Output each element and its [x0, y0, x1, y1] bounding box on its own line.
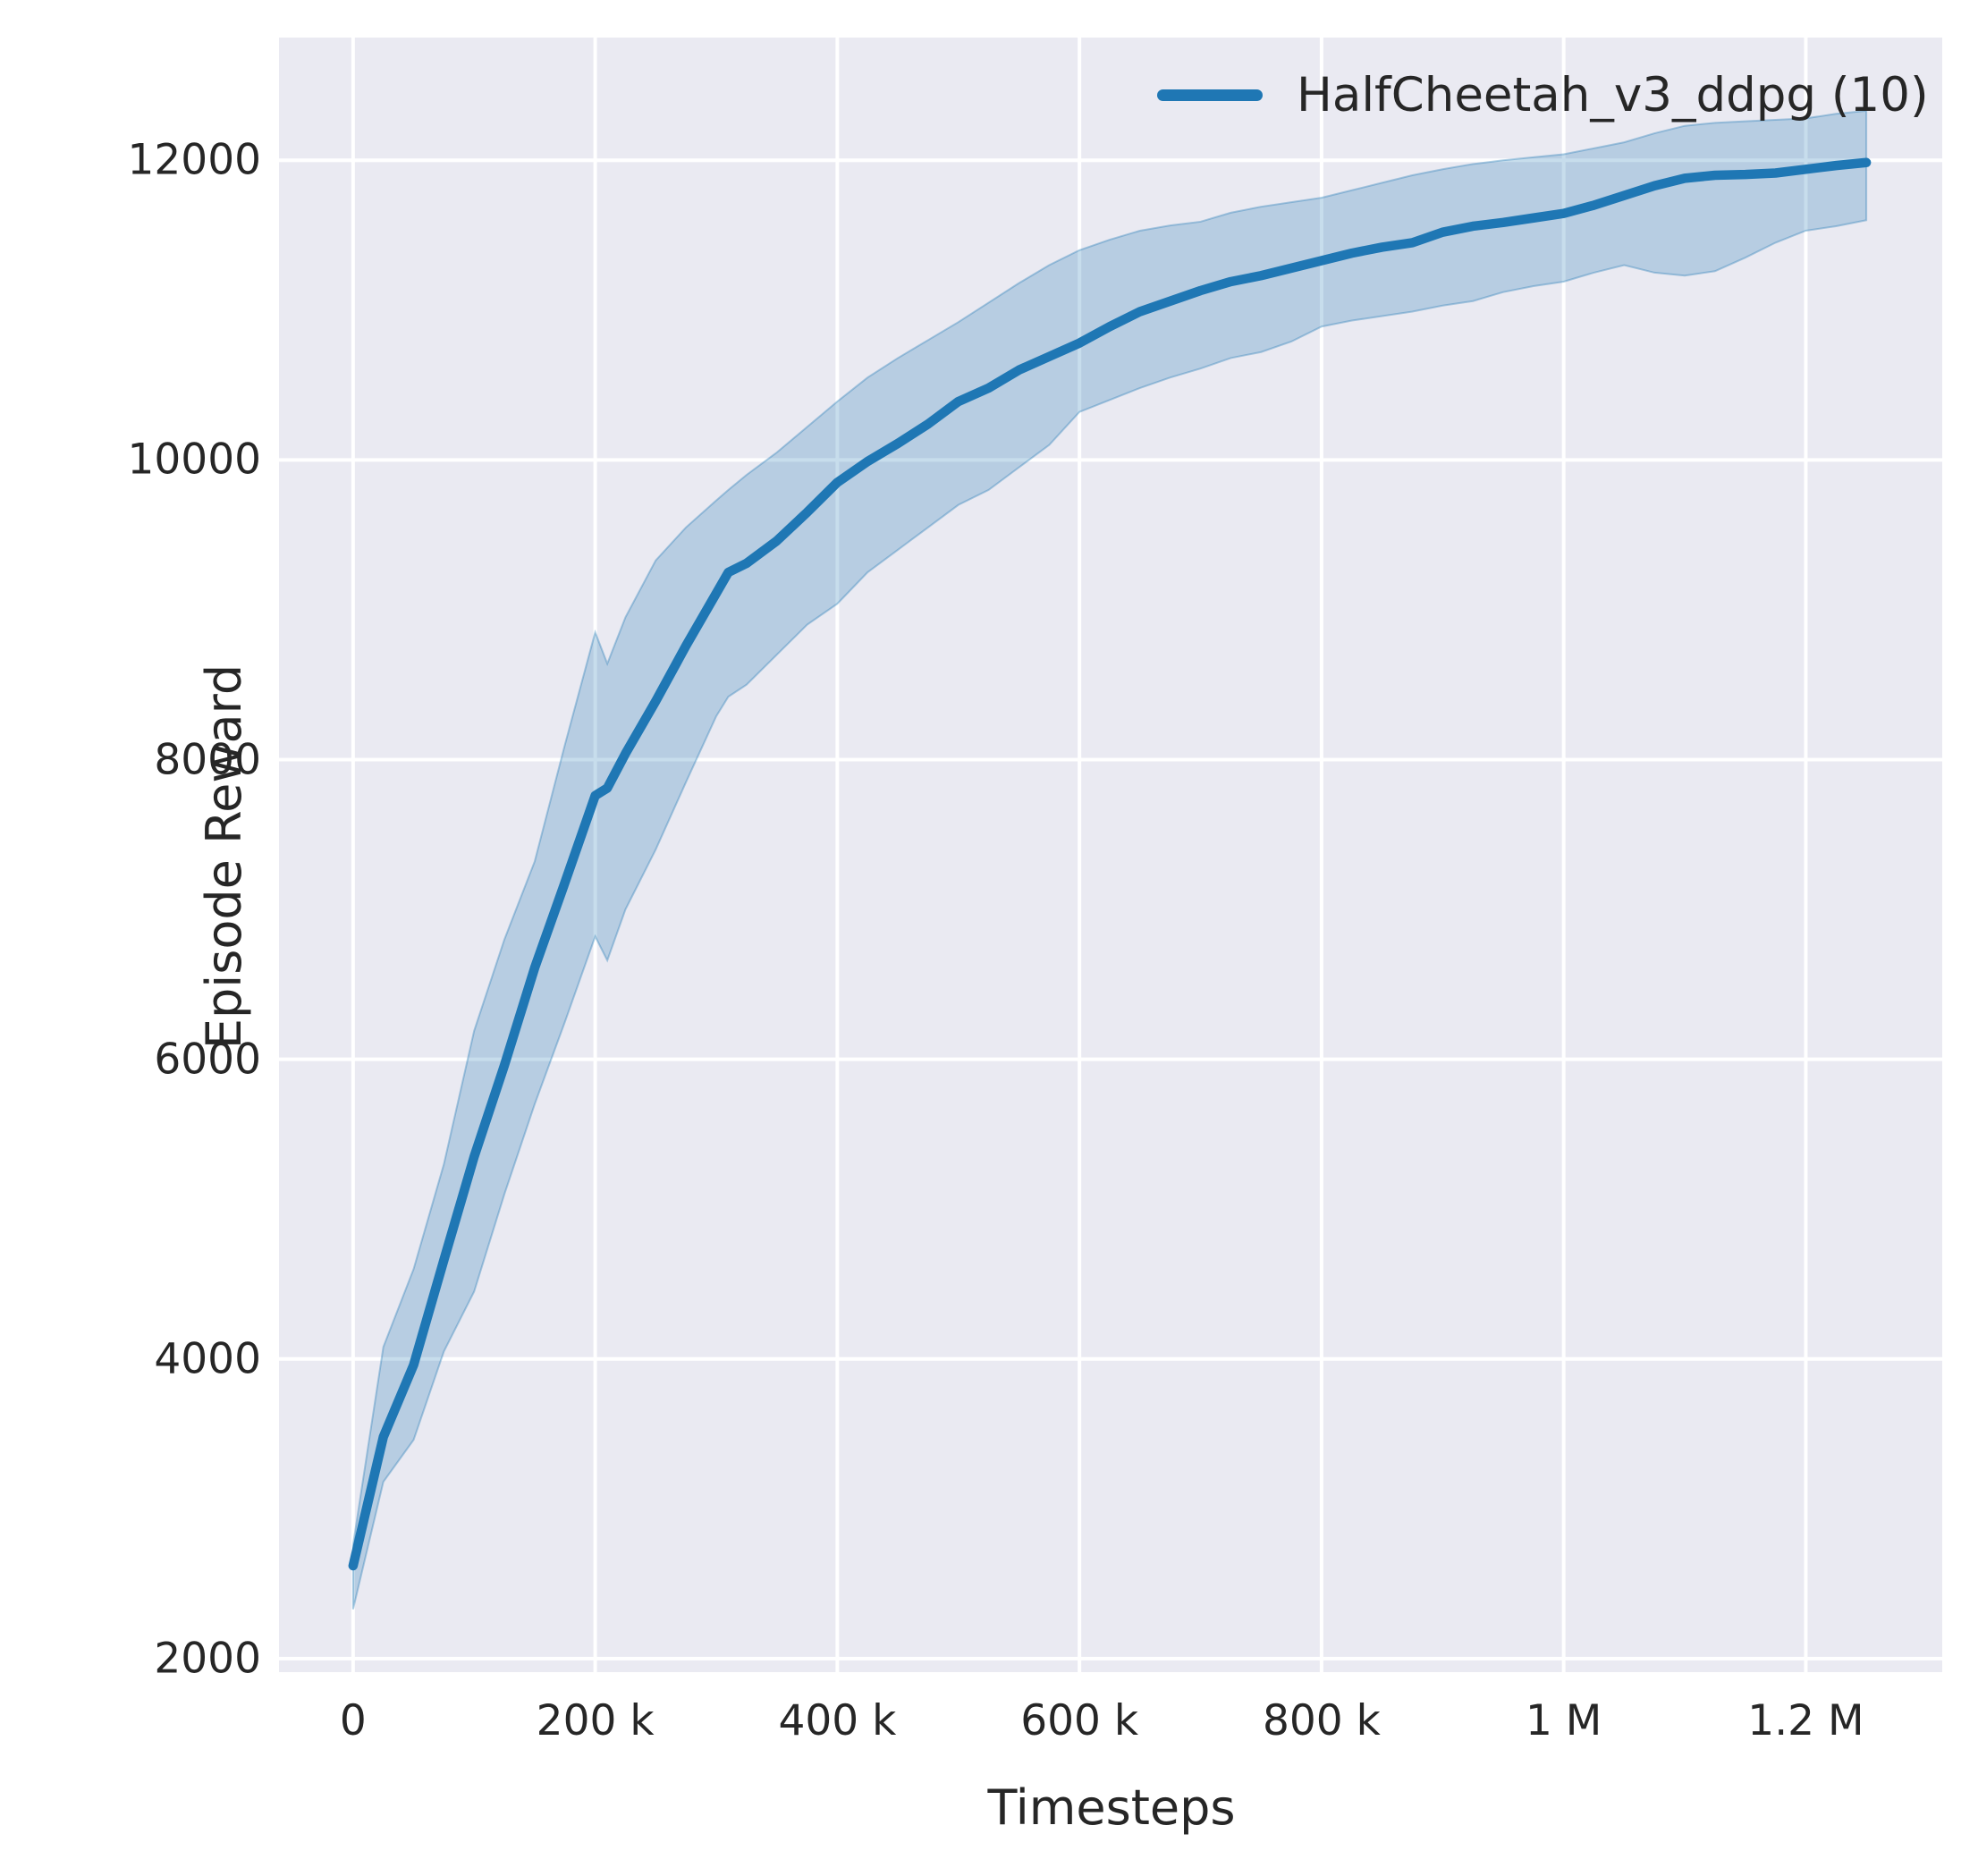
x-axis-label: Timesteps	[987, 1779, 1236, 1836]
legend-label: HalfCheetah_v3_ddpg (10)	[1297, 68, 1929, 123]
y-tick-label: 4000	[154, 1334, 261, 1384]
y-tick-label: 8000	[154, 735, 261, 784]
x-tick-label: 600 k	[1020, 1696, 1139, 1745]
x-tick-label: 200 k	[536, 1696, 655, 1745]
y-tick-label: 6000	[154, 1035, 261, 1085]
x-tick-label: 400 k	[778, 1696, 897, 1745]
confidence-band	[351, 109, 1868, 1610]
x-tick-label: 1 M	[1525, 1696, 1602, 1745]
x-tick-label: 1.2 M	[1747, 1696, 1864, 1745]
mean-line	[348, 157, 1872, 1571]
x-tick-label: 800 k	[1262, 1696, 1381, 1745]
gridlines	[279, 38, 1942, 1672]
x-tick-label: 0	[339, 1696, 367, 1745]
y-tick-label: 12000	[127, 135, 261, 185]
y-tick-label: 2000	[154, 1634, 261, 1684]
y-tick-label: 10000	[127, 435, 261, 485]
y-axis-label: Episode Reward	[196, 663, 253, 1050]
legend: HalfCheetah_v3_ddpg (10)	[1157, 72, 1929, 119]
axes-background	[279, 38, 1942, 1672]
legend-line-swatch	[1157, 89, 1263, 101]
